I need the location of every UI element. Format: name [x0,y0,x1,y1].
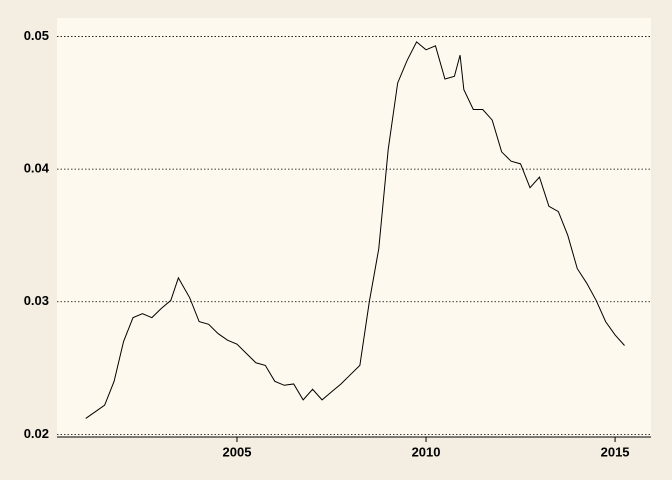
y-tick-label: 0.04 [24,161,50,176]
y-tick-label: 0.02 [24,426,49,441]
plot-panel [57,18,651,437]
x-tick-label: 2015 [601,444,630,459]
x-tick-label: 2005 [223,444,252,459]
y-tick-label: 0.03 [24,293,49,308]
x-tick-label: 2010 [412,444,441,459]
series-line [85,41,625,419]
y-tick-label: 0.05 [24,28,49,43]
